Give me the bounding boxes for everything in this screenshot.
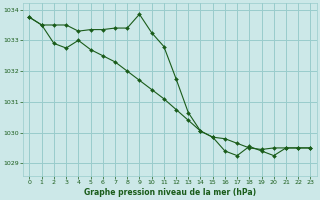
X-axis label: Graphe pression niveau de la mer (hPa): Graphe pression niveau de la mer (hPa) [84,188,256,197]
